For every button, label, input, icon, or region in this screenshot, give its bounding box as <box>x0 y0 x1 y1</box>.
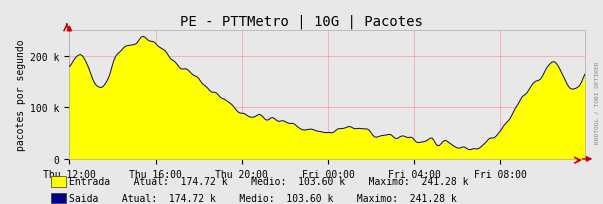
Text: RRDTOOL / TOBI OETIKER: RRDTOOL / TOBI OETIKER <box>595 61 600 143</box>
Text: Entrada    Atual:  174.72 k    Medio:  103.60 k    Maximo:  241.28 k: Entrada Atual: 174.72 k Medio: 103.60 k … <box>69 177 469 186</box>
Y-axis label: pacotes por segundo: pacotes por segundo <box>16 39 26 150</box>
Text: PE - PTTMetro | 10G | Pacotes: PE - PTTMetro | 10G | Pacotes <box>180 14 423 29</box>
Text: Saida    Atual:  174.72 k    Medio:  103.60 k    Maximo:  241.28 k: Saida Atual: 174.72 k Medio: 103.60 k Ma… <box>69 193 457 203</box>
